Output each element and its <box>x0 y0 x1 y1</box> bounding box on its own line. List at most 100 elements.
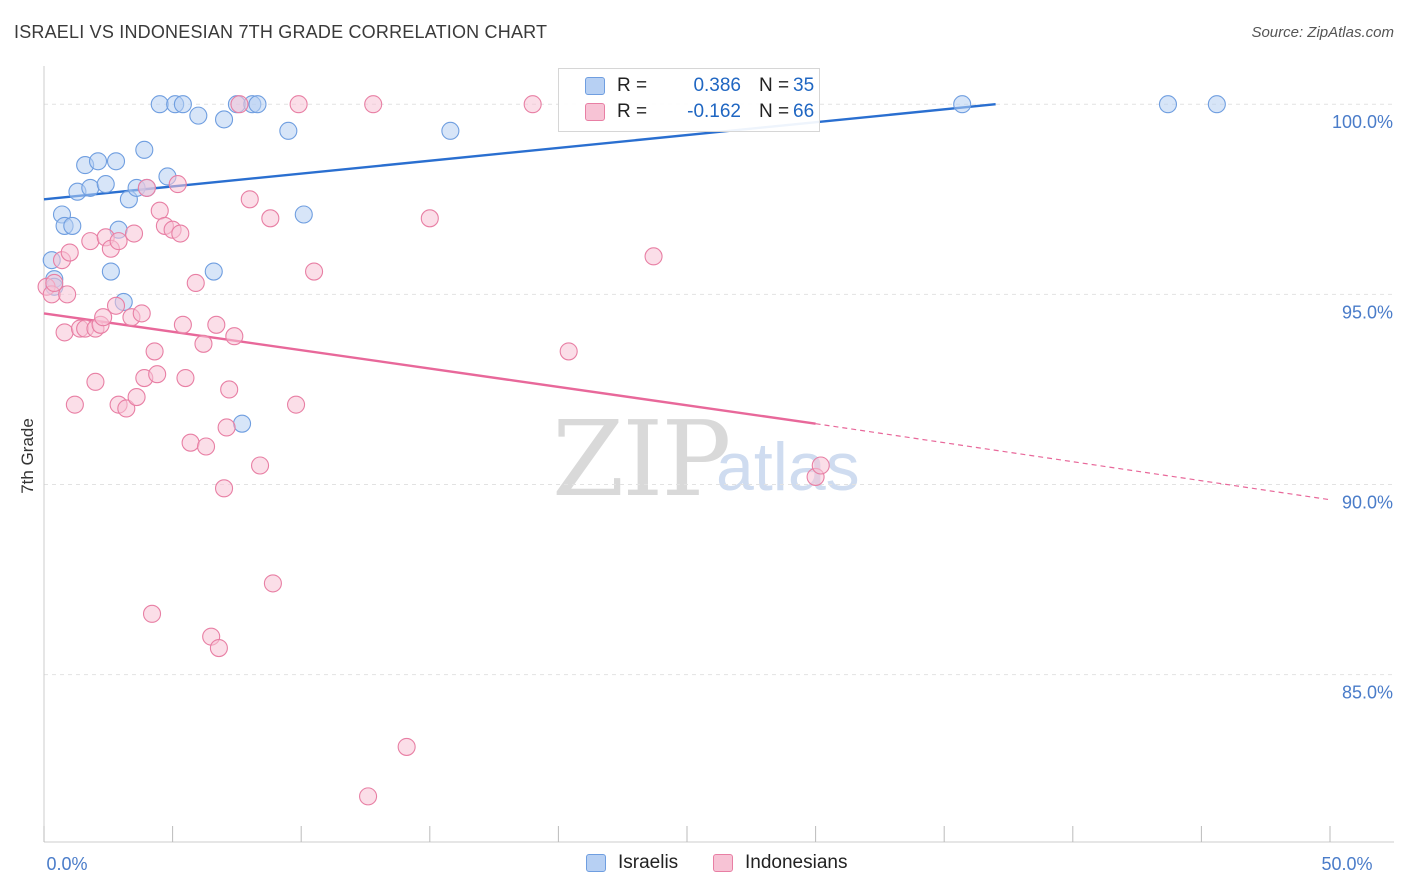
n-value: 66 <box>793 101 815 122</box>
israelis-point <box>204 262 223 281</box>
y-axis-title: 7th Grade <box>18 418 37 494</box>
indonesians-point <box>86 372 105 391</box>
legend-label: Indonesians <box>745 852 848 873</box>
israelis-point <box>294 205 313 224</box>
n-label: N = <box>759 101 790 122</box>
data-points <box>37 95 1226 806</box>
indonesians-point <box>55 323 74 342</box>
indonesians-point <box>142 604 162 623</box>
indonesians-point <box>65 395 84 414</box>
israelis-trend-line <box>43 103 996 201</box>
indonesians-point <box>194 334 213 353</box>
indonesians-point <box>109 232 128 251</box>
israelis-point <box>441 121 460 140</box>
x-tick-label: 0.0% <box>46 854 87 874</box>
y-tick-label: 100.0% <box>1332 112 1393 132</box>
indonesians-point <box>171 224 190 243</box>
indonesians-point <box>644 247 663 266</box>
israelis-point <box>106 152 126 171</box>
indonesians-point <box>250 456 270 475</box>
r-value: 0.386 <box>693 75 741 96</box>
indonesians-point <box>168 175 187 194</box>
indonesians-point <box>811 456 830 475</box>
israelis-point <box>1207 95 1226 114</box>
indonesians-point <box>196 437 216 456</box>
indonesians-point <box>45 273 64 293</box>
israelis-point <box>189 106 208 125</box>
israelis-point <box>150 95 169 114</box>
indonesians-swatch <box>713 854 733 872</box>
indonesians-point <box>209 638 228 658</box>
indonesians-point <box>289 95 308 114</box>
indonesians-point <box>94 308 113 327</box>
indonesians-point <box>186 273 205 293</box>
indonesians-point <box>420 209 439 228</box>
israelis-point <box>953 95 972 114</box>
indonesians-point <box>132 304 151 323</box>
indonesians-point <box>181 433 200 452</box>
israelis-point <box>173 95 192 114</box>
indonesians-point <box>150 201 169 220</box>
r-label: R = <box>617 101 648 122</box>
legend-label: Israelis <box>618 852 679 873</box>
indonesians-point <box>287 395 306 414</box>
indonesians-point <box>261 209 280 228</box>
gridlines <box>44 103 1394 676</box>
israelis-point <box>232 414 252 433</box>
indonesians-point <box>240 190 259 209</box>
indonesians-point <box>214 479 234 498</box>
indonesians-point <box>559 342 578 361</box>
indonesians-point <box>217 418 236 437</box>
israelis-point <box>135 140 154 159</box>
watermark-zip: ZIP <box>552 398 731 520</box>
indonesians-point <box>359 787 378 806</box>
indonesians-point <box>148 365 167 384</box>
chart-title: ISRAELI VS INDONESIAN 7TH GRADE CORRELAT… <box>14 22 548 42</box>
indonesians-point <box>176 368 195 388</box>
indonesians-point <box>124 224 144 243</box>
israelis-point <box>81 178 100 197</box>
indonesians-point <box>145 342 164 361</box>
indonesians-point <box>58 285 77 304</box>
trend-lines <box>43 103 1331 501</box>
indonesians-point <box>523 95 542 114</box>
watermark-atlas: atlas <box>716 429 860 505</box>
israelis-swatch <box>586 854 606 872</box>
indonesians-point <box>263 574 282 593</box>
n-value: 35 <box>793 75 815 96</box>
axes <box>43 66 1394 843</box>
axis-labels: 100.0% 95.0% 90.0% 85.0% 0.0% 50.0% 7th Grade <box>18 112 1393 874</box>
indonesians-point <box>364 95 383 114</box>
israelis-point <box>214 110 234 129</box>
r-value: -0.162 <box>687 101 741 122</box>
indonesians-point <box>137 178 156 197</box>
israelis-point <box>96 175 115 194</box>
indonesians-point <box>81 232 100 251</box>
y-tick-label: 90.0% <box>1342 493 1393 513</box>
israelis-point <box>279 121 298 140</box>
israelis-point <box>63 216 82 235</box>
indonesians-point <box>117 399 136 418</box>
y-tick-label: 85.0% <box>1342 683 1393 703</box>
israelis-point <box>88 152 108 171</box>
y-tick-label: 95.0% <box>1342 302 1393 322</box>
n-label: N = <box>759 75 790 96</box>
indonesians-point <box>305 262 324 281</box>
israelis-point <box>248 95 267 114</box>
indonesians-swatch <box>585 103 605 121</box>
indonesians-point <box>220 380 239 399</box>
indonesians-point <box>230 95 249 114</box>
r-label: R = <box>617 75 648 96</box>
indonesians-trend-line <box>43 312 816 425</box>
x-tick-label: 50.0% <box>1321 854 1372 874</box>
indonesians-point <box>60 243 79 262</box>
indonesians-trend-extension <box>815 423 1331 501</box>
source-credit: Source: ZipAtlas.com <box>1251 24 1394 41</box>
correlation-legend: R = 0.386 N = 35 R = -0.162 N = 66 <box>558 68 820 132</box>
israelis-swatch <box>585 77 605 95</box>
indonesians-point <box>207 315 226 334</box>
indonesians-point <box>106 296 126 315</box>
israelis-point <box>101 262 120 281</box>
israelis-point <box>1158 95 1178 114</box>
